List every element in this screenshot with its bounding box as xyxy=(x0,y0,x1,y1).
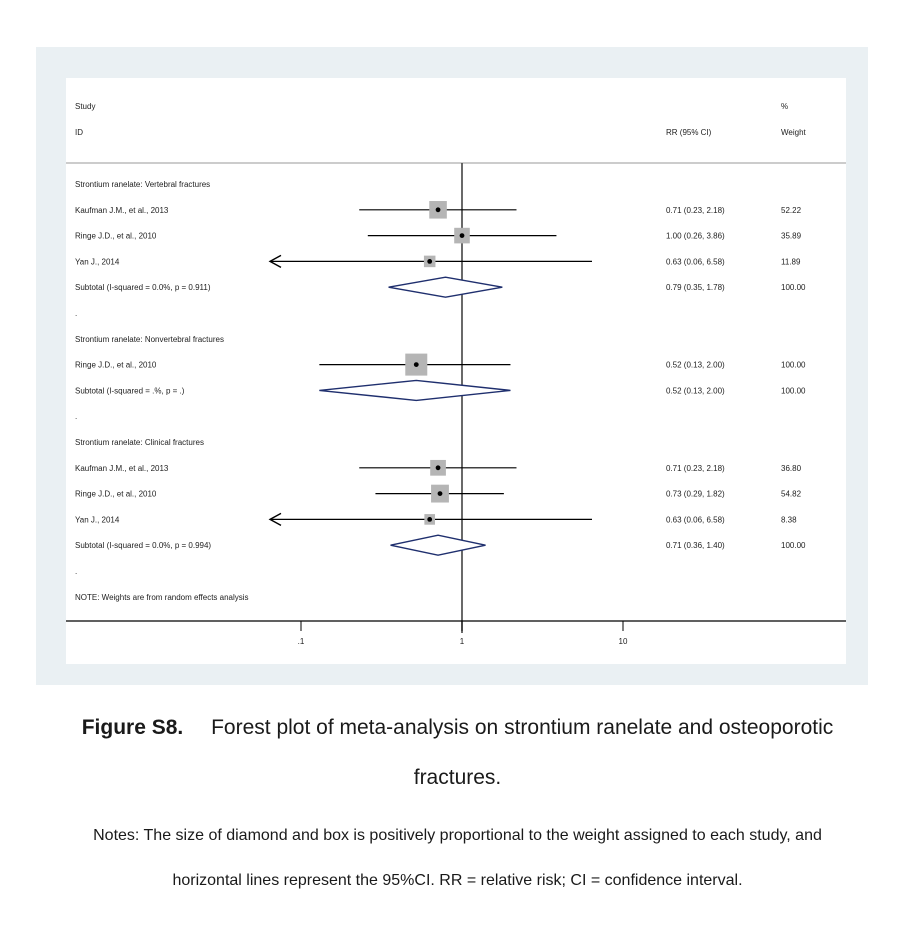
ci-text: 0.71 (0.23, 2.18) xyxy=(666,206,725,215)
row-label-subtotal: Subtotal (I-squared = .%, p = .) xyxy=(75,386,185,395)
header-rr-ci: RR (95% CI) xyxy=(666,128,712,137)
subtotal-diamond xyxy=(388,276,503,298)
figure-panel: Study ID RR (95% CI)% Weight Strontium ranel… xyxy=(36,47,868,685)
row-label-subtotal: Subtotal (I-squared = 0.0%, p = 0.911) xyxy=(75,283,211,292)
caption-label: Figure S8. xyxy=(81,716,184,739)
weight-text: 54.82 xyxy=(781,490,802,499)
weight-text: 35.89 xyxy=(781,232,802,241)
point-estimate xyxy=(435,207,441,213)
row-label-study: Ringe J.D., et al., 2010 xyxy=(75,232,157,241)
ci-text: 0.52 (0.13, 2.00) xyxy=(666,361,725,370)
row-label-spacer: . xyxy=(75,412,77,421)
figure-notes: Notes: The size of diamond and box is po… xyxy=(93,827,822,844)
point-estimate xyxy=(427,517,433,522)
forest-plot: Study ID RR (95% CI)% Weight Strontium ranel… xyxy=(66,78,846,664)
row-label-spacer: . xyxy=(75,567,77,576)
header-study: Study xyxy=(75,102,95,111)
ci-text: 0.63 (0.06, 6.58) xyxy=(666,257,725,266)
x-tick-label: 10 xyxy=(619,637,628,646)
plot-area xyxy=(66,78,846,664)
point-estimate xyxy=(459,233,465,239)
row-label-group: Strontium ranelate: Nonvertebral fractur… xyxy=(75,335,224,344)
row-label-study: Yan J., 2014 xyxy=(75,515,120,524)
caption-text: Forest plot of meta-analysis on strontiu… xyxy=(211,716,834,739)
row-label-group: Strontium ranelate: Vertebral fractures xyxy=(75,180,210,189)
row-label-study: Kaufman J.M., et al., 2013 xyxy=(75,206,169,215)
ci-text: 1.00 (0.26, 3.86) xyxy=(666,232,725,241)
weight-text: 52.22 xyxy=(781,206,802,215)
point-estimate xyxy=(437,491,443,496)
ci-arrow-left xyxy=(268,512,282,527)
ci-arrow-left xyxy=(268,254,282,269)
weight-text: 100.00 xyxy=(781,541,806,550)
row-label-study: Ringe J.D., et al., 2010 xyxy=(75,490,157,499)
row-label-study: Yan J., 2014 xyxy=(75,257,120,266)
figure-caption: Figure S8. Forest plot of meta-analysis … xyxy=(0,716,915,740)
row-label-study: Kaufman J.M., et al., 2013 xyxy=(75,464,169,473)
ci-text: 0.79 (0.35, 1.78) xyxy=(666,283,725,292)
x-tick-label: .1 xyxy=(298,637,305,646)
weight-text: 100.00 xyxy=(781,386,806,395)
ci-text: 0.71 (0.23, 2.18) xyxy=(666,464,725,473)
header-weight: Weight xyxy=(781,128,807,137)
ci-text: 0.52 (0.13, 2.00) xyxy=(666,386,725,395)
row-label-spacer: . xyxy=(75,309,77,318)
point-estimate xyxy=(427,259,433,264)
weight-text: 8.38 xyxy=(781,515,797,524)
weight-text: 11.89 xyxy=(781,257,801,266)
subtotal-diamond xyxy=(319,379,511,402)
weight-text: 36.80 xyxy=(781,464,802,473)
row-label-note: NOTE: Weights are from random effects an… xyxy=(75,593,249,602)
header-id: ID xyxy=(75,128,83,137)
point-estimate xyxy=(435,465,441,471)
ci-text: 0.63 (0.06, 6.58) xyxy=(666,515,725,524)
header-percent: % xyxy=(781,102,788,111)
ci-text: 0.73 (0.29, 1.82) xyxy=(666,490,725,499)
row-label-study: Ringe J.D., et al., 2010 xyxy=(75,361,157,370)
x-tick-label: 1 xyxy=(460,637,465,646)
subtotal-diamond xyxy=(390,534,486,556)
figure-caption-continued: fractures. xyxy=(413,766,502,789)
point-estimate xyxy=(413,362,419,367)
weight-text: 100.00 xyxy=(781,283,806,292)
figure-notes-continued: horizontal lines represent the 95%CI. RR… xyxy=(172,872,743,889)
weight-text: 100.00 xyxy=(781,361,806,370)
row-label-subtotal: Subtotal (I-squared = 0.0%, p = 0.994) xyxy=(75,541,211,550)
ci-text: 0.71 (0.36, 1.40) xyxy=(666,541,725,550)
row-label-group: Strontium ranelate: Clinical fractures xyxy=(75,438,204,447)
